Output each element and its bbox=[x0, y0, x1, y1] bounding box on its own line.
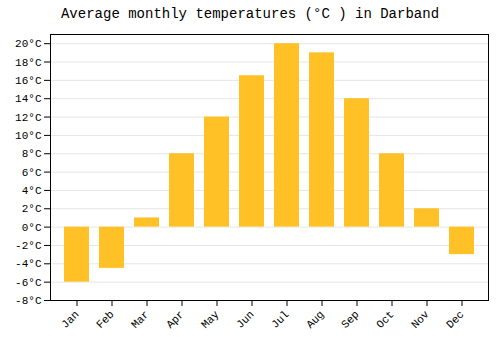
svg-text:16°C: 16°C bbox=[15, 75, 42, 87]
svg-text:10°C: 10°C bbox=[15, 130, 42, 142]
svg-text:0°C: 0°C bbox=[22, 222, 42, 234]
svg-text:Jun: Jun bbox=[234, 308, 256, 330]
svg-text:Mar: Mar bbox=[129, 308, 151, 330]
svg-text:Jan: Jan bbox=[59, 308, 81, 330]
svg-text:14°C: 14°C bbox=[15, 93, 42, 105]
svg-text:12°C: 12°C bbox=[15, 112, 42, 124]
svg-text:Jul: Jul bbox=[269, 308, 291, 330]
svg-text:Feb: Feb bbox=[94, 308, 116, 330]
svg-text:-8°C: -8°C bbox=[15, 295, 42, 307]
svg-text:Nov: Nov bbox=[409, 308, 432, 331]
svg-text:Aug: Aug bbox=[304, 308, 326, 330]
svg-text:Oct: Oct bbox=[374, 308, 396, 330]
html-text:Average monthly temperatures (: Average monthly temperatures (°C ) in Da… bbox=[61, 6, 439, 22]
svg-text:-4°C: -4°C bbox=[15, 258, 42, 270]
svg-text:20°C: 20°C bbox=[15, 38, 42, 50]
svg-text:8°C: 8°C bbox=[22, 148, 42, 160]
svg-text:Dec: Dec bbox=[444, 308, 466, 330]
svg-text:Sep: Sep bbox=[339, 308, 361, 330]
svg-text:May: May bbox=[199, 308, 222, 331]
svg-text:4°C: 4°C bbox=[22, 185, 42, 197]
svg-text:Apr: Apr bbox=[164, 308, 186, 330]
svg-text:18°C: 18°C bbox=[15, 57, 42, 69]
svg-text:2°C: 2°C bbox=[22, 203, 42, 215]
svg-text:-6°C: -6°C bbox=[15, 277, 42, 289]
svg-text:-2°C: -2°C bbox=[15, 240, 42, 252]
svg-text:6°C: 6°C bbox=[22, 167, 42, 179]
